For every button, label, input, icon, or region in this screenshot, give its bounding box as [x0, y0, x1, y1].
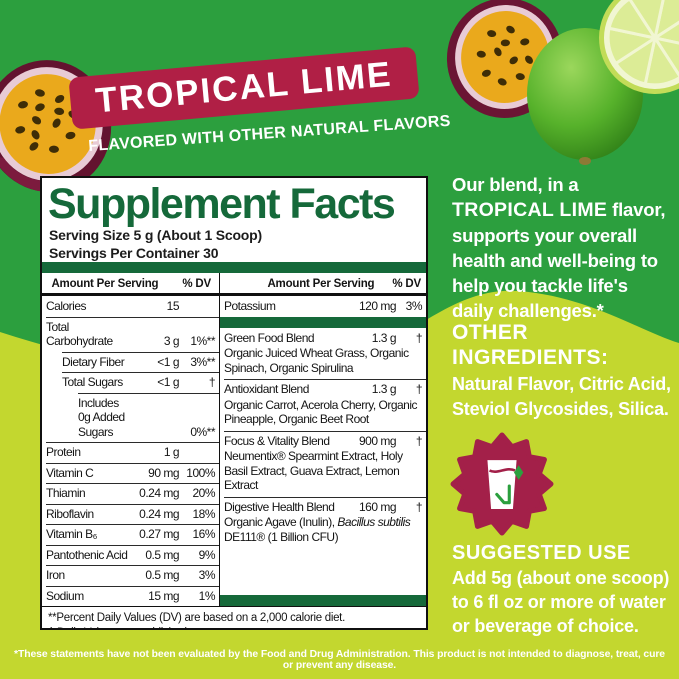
footnote-daily-values: **Percent Daily Values (DV) are based on… — [48, 612, 345, 624]
supplement-facts-title: Supplement Facts — [48, 180, 396, 228]
flavor-name-inline: TROPICAL LIME — [452, 199, 608, 221]
supplement-facts-panel: Supplement Facts Serving Size 5 g (About… — [40, 176, 428, 630]
lime-cut-half-icon — [599, 0, 679, 94]
divider-bar — [220, 595, 426, 606]
suggested-use-body: Add 5g (about one scoop) to 6 fl oz or m… — [452, 568, 670, 636]
table-row: Total Sugars <1 g † — [42, 372, 219, 393]
divider-bar — [42, 262, 426, 273]
table-row: Vitamin C 90 mg 100% — [42, 462, 219, 484]
column-header-dv: % DV — [392, 278, 421, 290]
column-header: Amount Per Serving % DV — [220, 273, 426, 296]
table-row: Potassium 120 mg 3% — [224, 299, 423, 313]
blend-row: Focus & Vitality Blend 900 mg † Neumenti… — [220, 430, 426, 497]
table-row: Riboflavin 0.24 mg 18% — [42, 503, 219, 525]
table-row: Includes 0g Added Sugars 0%** — [42, 392, 219, 443]
table-row: Sodium 15 mg 1% — [42, 585, 219, 607]
blend-row: Digestive Health Blend 160 mg † Organic … — [220, 496, 426, 549]
blend-row: Green Food Blend 1.3 g † Organic Juiced … — [224, 330, 423, 375]
blend-ingredients: Organic Agave (Inulin), Bacillus subtili… — [224, 515, 411, 544]
table-row: Vitamin B₆ 0.27 mg 16% — [42, 524, 219, 545]
footnote-dv-not-established: † Daily Value not established. — [48, 626, 420, 628]
blend-ingredients: Neumentix® Spearmint Extract, Holy Basil… — [224, 449, 403, 492]
servings-per-container: Servings Per Container 30 — [49, 245, 219, 261]
column-header-amount: Amount Per Serving — [267, 278, 375, 290]
suggested-use-heading: SUGGESTED USE — [452, 542, 631, 564]
column-header-dv: % DV — [182, 278, 211, 290]
divider-bar — [220, 316, 426, 328]
table-row: Calories 15 — [46, 299, 180, 313]
fda-disclaimer: *These statements have not been evaluate… — [14, 649, 665, 671]
nutrition-columns: Amount Per Serving % DV Calories 15 Tota… — [42, 273, 426, 606]
other-ingredients-heading: OTHER INGREDIENTS: — [452, 321, 609, 369]
table-row: Dietary Fiber <1 g 3%** — [42, 351, 219, 373]
serving-size: Serving Size 5 g (About 1 Scoop) — [49, 227, 262, 243]
blend-ingredients: Organic Juiced Wheat Grass, Organic Spin… — [224, 346, 409, 375]
intro-copy: Our blend, in a TROPICAL LIME flavor, su… — [452, 174, 666, 321]
blend-ingredients: Organic Carrot, Acerola Cherry, Organic … — [224, 397, 418, 427]
other-ingredients-body: Natural Flavor, Citric Acid, Steviol Gly… — [452, 374, 671, 419]
column-header-amount: Amount Per Serving — [51, 278, 159, 290]
table-row: Iron 0.5 mg 3% — [42, 565, 219, 586]
drink-glass-badge-icon — [450, 432, 554, 536]
table-row: Total Carbohydrate 3 g 1%** — [42, 316, 219, 352]
nutrition-column-left: Amount Per Serving % DV Calories 15 Tota… — [42, 273, 219, 606]
footnotes: **Percent Daily Values (DV) are based on… — [42, 606, 426, 628]
nutrition-column-right: Amount Per Serving % DV Potassium 120 mg… — [219, 273, 426, 606]
column-header: Amount Per Serving % DV — [42, 273, 219, 296]
blend-row: Antioxidant Blend 1.3 g † Organic Carrot… — [220, 379, 426, 431]
table-row: Protein 1 g — [42, 442, 219, 463]
table-row: Pantothenic Acid 0.5 mg 9% — [42, 544, 219, 566]
table-row: Thiamin 0.24 mg 20% — [42, 483, 219, 504]
